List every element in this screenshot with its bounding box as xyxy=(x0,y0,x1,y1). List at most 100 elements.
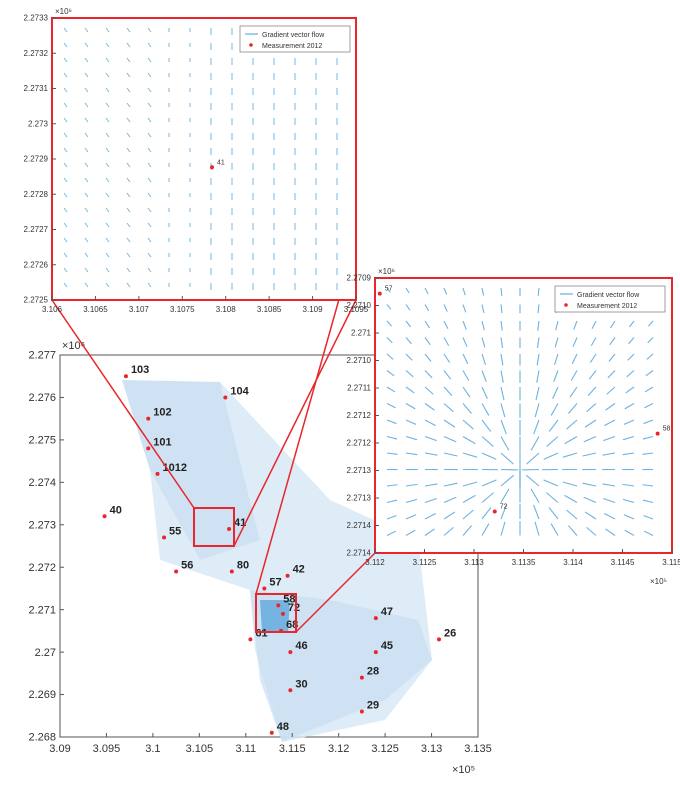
flow-arrow xyxy=(622,452,635,456)
flow-arrow xyxy=(63,207,68,213)
flow-arrow xyxy=(424,435,437,442)
flow-arrow xyxy=(147,222,152,228)
flow-arrow xyxy=(443,320,449,330)
x-tick-label: 3.125 xyxy=(371,743,399,755)
flow-arrow xyxy=(424,386,434,395)
flow-arrow xyxy=(405,452,418,456)
flow-arrow xyxy=(105,162,110,168)
flow-arrow xyxy=(147,117,152,123)
point-label-61: 61 xyxy=(255,627,267,639)
point-label-47: 47 xyxy=(381,606,393,618)
flow-arrow xyxy=(462,320,467,330)
flow-arrow xyxy=(405,483,418,487)
y-tick-label: 2.274 xyxy=(28,477,56,489)
y-tick-label: 2.2726 xyxy=(24,260,49,269)
flow-arrow xyxy=(126,57,131,63)
flow-arrow xyxy=(481,436,494,447)
point-label-58: 58 xyxy=(283,593,295,605)
flow-arrow xyxy=(105,102,110,108)
flow-arrow xyxy=(105,177,110,183)
y-tick-label: 2.2710 xyxy=(347,356,372,365)
y-tick-label: 2.275 xyxy=(28,435,56,447)
flow-arrow xyxy=(126,162,131,168)
flow-arrow xyxy=(386,353,394,360)
flow-arrow xyxy=(126,132,131,138)
flow-arrow xyxy=(462,436,476,445)
flow-arrow xyxy=(405,403,416,410)
measurement-point-1012 xyxy=(155,471,160,476)
inset-plot-41: 3.106 3.1065 3.107 3.1075 3.108 3.1085 3.109 3.… xyxy=(24,7,369,314)
flow-arrow xyxy=(623,514,635,520)
flow-arrow xyxy=(63,132,68,138)
flow-arrow xyxy=(405,304,411,311)
flow-arrow xyxy=(443,496,457,504)
flow-arrow xyxy=(567,525,578,536)
flow-arrow xyxy=(643,514,654,520)
flow-arrow xyxy=(105,237,110,243)
flow-arrow xyxy=(147,42,152,48)
flow-arrow xyxy=(443,353,451,363)
measurement-point-102 xyxy=(146,416,151,421)
flow-arrow xyxy=(405,370,414,378)
flow-arrow xyxy=(386,304,392,310)
flow-arrow xyxy=(386,452,398,455)
flow-arrow xyxy=(105,117,110,123)
flow-arrow xyxy=(386,435,398,440)
flow-arrow xyxy=(105,252,110,258)
flow-arrow xyxy=(462,525,473,536)
flow-arrow xyxy=(84,207,89,213)
y-tick-label: 2.2710 xyxy=(347,301,372,310)
flow-arrow xyxy=(530,488,540,503)
flow-arrow xyxy=(126,102,131,108)
flow-arrow xyxy=(536,370,540,383)
flow-arrow xyxy=(63,27,68,33)
x-tick-label: 3.105 xyxy=(186,743,214,755)
flow-arrow xyxy=(610,320,616,329)
flow-arrow xyxy=(642,435,654,440)
y-tick-label: 2.268 xyxy=(28,732,56,744)
flow-arrow xyxy=(147,177,152,183)
measurement-point-45 xyxy=(373,650,378,655)
measurement-point-104 xyxy=(223,395,228,400)
flow-arrow xyxy=(590,337,597,347)
flow-arrow xyxy=(536,337,540,349)
flow-arrow xyxy=(481,523,490,536)
flow-arrow xyxy=(554,337,559,348)
flow-arrow xyxy=(147,267,152,273)
flow-arrow xyxy=(386,386,396,393)
measurement-point-28 xyxy=(359,675,364,680)
legend-entry-gradient: Gradient vector flow xyxy=(262,32,325,39)
flow-arrow xyxy=(624,403,635,410)
flow-arrow xyxy=(424,512,436,520)
flow-arrow xyxy=(555,320,559,331)
measurement-point-29 xyxy=(359,709,364,714)
x-tick-label: 3.09 xyxy=(49,743,70,755)
flow-arrow xyxy=(63,57,68,63)
flow-arrow xyxy=(622,498,635,504)
legend-entry-measurement: Measurement 2012 xyxy=(577,303,637,310)
y-tick-label: 2.2728 xyxy=(24,190,49,199)
flow-arrow xyxy=(386,403,396,409)
legend-box xyxy=(239,25,351,53)
flow-arrow xyxy=(126,27,131,33)
flow-arrow xyxy=(584,511,597,520)
flow-arrow xyxy=(63,72,68,78)
flow-arrow xyxy=(105,42,110,48)
flow-arrow xyxy=(481,320,485,331)
flow-arrow xyxy=(500,436,510,451)
flow-arrow xyxy=(405,320,412,328)
flow-arrow xyxy=(584,419,597,428)
flow-arrow xyxy=(126,222,131,228)
flow-arrow xyxy=(126,72,131,78)
flow-arrow xyxy=(481,403,490,416)
flow-arrow xyxy=(573,320,578,330)
flow-arrow xyxy=(534,403,540,418)
flow-arrow xyxy=(586,403,597,413)
flow-arrow xyxy=(84,87,89,93)
point-label-41: 41 xyxy=(217,159,225,166)
flow-arrow xyxy=(553,353,559,365)
measurement-point-58 xyxy=(655,431,660,436)
flow-arrow xyxy=(126,237,131,243)
x-tick-label: 3.1 xyxy=(145,743,160,755)
flow-arrow xyxy=(63,282,68,288)
